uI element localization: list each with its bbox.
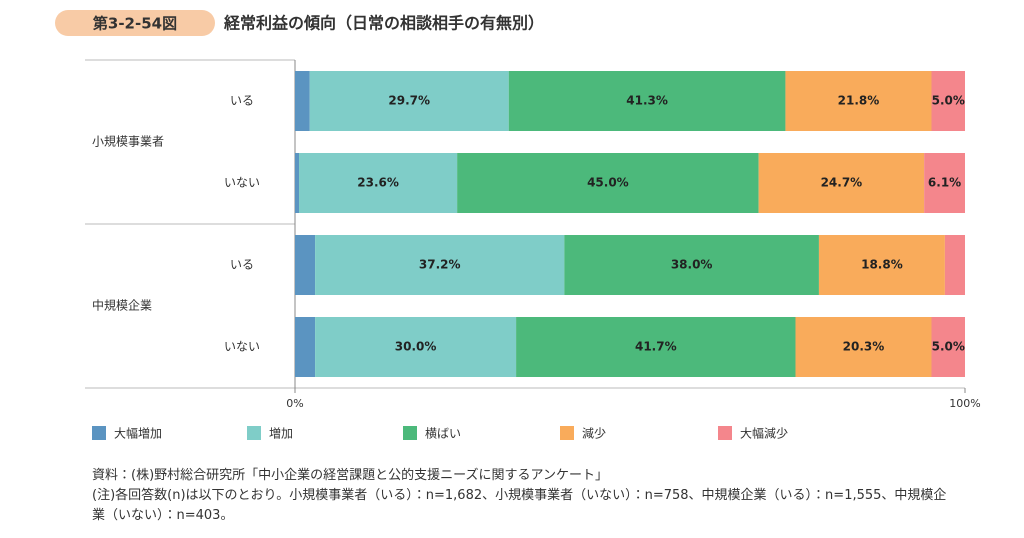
bar-segment xyxy=(299,153,458,213)
group-label: 中規模企業 xyxy=(92,298,152,313)
bar-segment xyxy=(309,71,509,131)
data-label: 6.1% xyxy=(928,176,961,190)
y-tick-label: いない xyxy=(224,176,260,190)
bar-segment xyxy=(944,235,965,295)
legend-label: 増加 xyxy=(269,427,293,441)
bar-segment xyxy=(931,71,965,131)
bar-segment xyxy=(457,153,759,213)
x-tick-label: 100% xyxy=(949,397,980,410)
bar-segment xyxy=(564,235,819,295)
data-label: 38.0% xyxy=(671,258,713,272)
source: 資料：(株)野村総合研究所「中小企業の経営課題と公的支援ニーズに関するアンケート… xyxy=(92,468,608,483)
data-label: 30.0% xyxy=(395,340,437,354)
legend-swatch xyxy=(718,426,732,440)
data-label: 29.7% xyxy=(388,94,430,108)
bar-segment xyxy=(295,71,310,131)
x-tick-label: 0% xyxy=(286,397,303,410)
chart-title: 経常利益の傾向（日常の相談相手の有無別） xyxy=(223,14,544,33)
figure-badge xyxy=(55,10,215,36)
bar-segment xyxy=(516,317,796,377)
notes: 資料：(株)野村総合研究所「中小企業の経営課題と公的支援ニーズに関するアンケート… xyxy=(92,466,952,526)
bar-segment xyxy=(795,317,932,377)
bar-segment xyxy=(315,235,565,295)
bar-segment xyxy=(315,317,517,377)
bar-segment xyxy=(931,317,965,377)
legend-label: 大幅減少 xyxy=(740,426,788,441)
data-label: 21.8% xyxy=(838,94,880,108)
figure-number: 第3-2-54図 xyxy=(93,15,177,33)
bar-segment xyxy=(758,153,925,213)
data-label: 23.6% xyxy=(357,176,399,190)
legend-swatch xyxy=(560,426,574,440)
legend-swatch xyxy=(247,426,261,440)
group-label: 小規模事業者 xyxy=(92,134,164,149)
data-label: 18.8% xyxy=(861,258,903,272)
data-label: 5.0% xyxy=(932,340,965,354)
legend-label: 減少 xyxy=(582,426,606,441)
data-label: 45.0% xyxy=(587,176,629,190)
data-label: 20.3% xyxy=(843,340,885,354)
y-tick-label: いる xyxy=(230,94,254,108)
legend-swatch xyxy=(92,426,106,440)
y-tick-label: いない xyxy=(224,340,260,354)
bar-segment xyxy=(818,235,945,295)
bar-segment xyxy=(295,235,316,295)
data-label: 37.2% xyxy=(419,258,461,272)
bar-segment xyxy=(785,71,932,131)
legend-label: 横ばい xyxy=(425,427,461,441)
bar-segment xyxy=(508,71,786,131)
y-tick-label: いる xyxy=(230,258,254,272)
legend-swatch xyxy=(403,426,417,440)
bar-segment xyxy=(924,153,965,213)
bar-segment xyxy=(295,153,300,213)
data-label: 24.7% xyxy=(821,176,863,190)
data-label: 41.7% xyxy=(635,340,677,354)
data-label: 41.3% xyxy=(626,94,668,108)
bar-segment xyxy=(295,317,316,377)
legend-label: 大幅増加 xyxy=(114,426,162,441)
data-label: 5.0% xyxy=(932,94,965,108)
note: (注)各回答数(n)は以下のとおり。小規模事業者（いる）：n=1,682、小規模… xyxy=(92,488,947,523)
